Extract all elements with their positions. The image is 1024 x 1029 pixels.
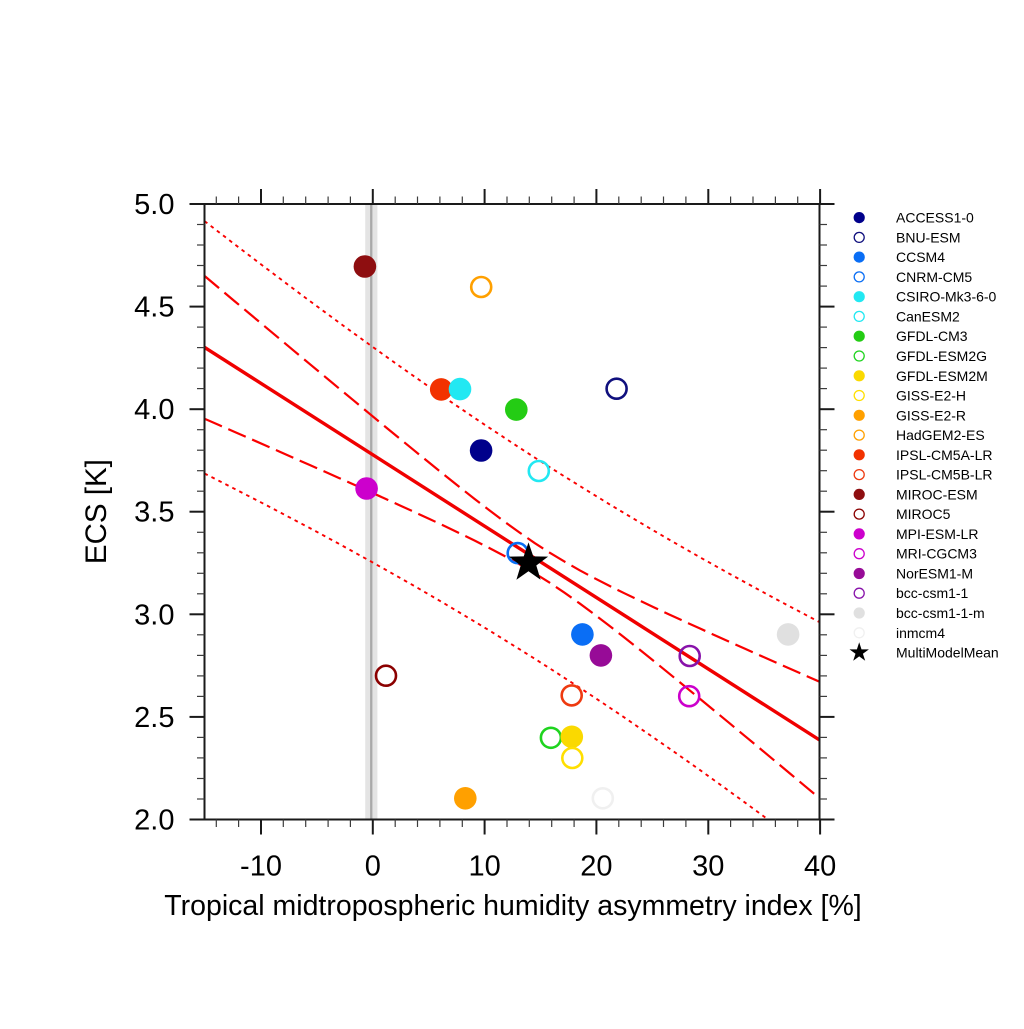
svg-text:GFDL-CM3: GFDL-CM3 <box>896 328 968 344</box>
svg-text:GFDL-ESM2G: GFDL-ESM2G <box>896 348 987 364</box>
svg-text:HadGEM2-ES: HadGEM2-ES <box>896 427 985 443</box>
svg-text:2.5: 2.5 <box>134 702 174 734</box>
svg-text:ECS [K]: ECS [K] <box>80 459 113 564</box>
svg-text:ACCESS1-0: ACCESS1-0 <box>896 210 974 226</box>
svg-text:MPI-ESM-LR: MPI-ESM-LR <box>896 526 978 542</box>
svg-text:3.5: 3.5 <box>134 497 174 529</box>
svg-text:20: 20 <box>580 851 612 883</box>
svg-text:0: 0 <box>365 851 381 883</box>
svg-text:GISS-E2-H: GISS-E2-H <box>896 388 966 404</box>
svg-text:MIROC-ESM: MIROC-ESM <box>896 486 978 502</box>
svg-text:40: 40 <box>804 851 836 883</box>
svg-text:BNU-ESM: BNU-ESM <box>896 229 961 245</box>
svg-text:IPSL-CM5B-LR: IPSL-CM5B-LR <box>896 467 992 483</box>
svg-text:CNRM-CM5: CNRM-CM5 <box>896 269 972 285</box>
svg-text:30: 30 <box>692 851 724 883</box>
svg-text:CCSM4: CCSM4 <box>896 249 945 265</box>
svg-text:3.0: 3.0 <box>134 599 174 631</box>
svg-text:Tropical midtropospheric humid: Tropical midtropospheric humidity asymme… <box>164 890 861 922</box>
svg-text:2.0: 2.0 <box>134 805 174 837</box>
svg-text:IPSL-CM5A-LR: IPSL-CM5A-LR <box>896 447 992 463</box>
svg-text:GISS-E2-R: GISS-E2-R <box>896 407 966 423</box>
svg-text:MRI-CGCM3: MRI-CGCM3 <box>896 546 977 562</box>
svg-text:MIROC5: MIROC5 <box>896 506 951 522</box>
svg-text:CSIRO-Mk3-6-0: CSIRO-Mk3-6-0 <box>896 289 997 305</box>
svg-text:5.0: 5.0 <box>134 189 174 221</box>
svg-text:GFDL-ESM2M: GFDL-ESM2M <box>896 368 988 384</box>
svg-text:4.0: 4.0 <box>134 394 174 426</box>
svg-text:4.5: 4.5 <box>134 292 174 324</box>
svg-text:10: 10 <box>468 851 500 883</box>
svg-text:bcc-csm1-1-m: bcc-csm1-1-m <box>896 605 985 621</box>
svg-text:-10: -10 <box>240 851 282 883</box>
svg-text:NorESM1-M: NorESM1-M <box>896 566 973 582</box>
svg-text:bcc-csm1-1: bcc-csm1-1 <box>896 585 969 601</box>
svg-text:CanESM2: CanESM2 <box>896 308 960 324</box>
svg-text:inmcm4: inmcm4 <box>896 625 945 641</box>
svg-text:MultiModelMean: MultiModelMean <box>896 645 999 661</box>
